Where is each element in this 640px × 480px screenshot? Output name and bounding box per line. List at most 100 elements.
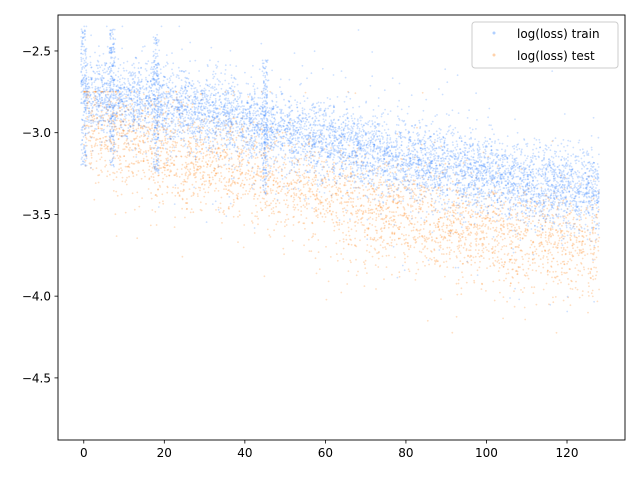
- data-point: [416, 229, 419, 232]
- data-point: [480, 254, 482, 257]
- data-point: [402, 195, 405, 198]
- data-point: [193, 192, 196, 195]
- data-point: [448, 230, 451, 233]
- data-point: [489, 265, 492, 268]
- data-point: [154, 210, 157, 213]
- data-point: [444, 237, 447, 240]
- data-point: [340, 253, 343, 255]
- data-point: [469, 244, 471, 247]
- data-point: [276, 177, 279, 180]
- data-point: [505, 277, 507, 280]
- data-point: [346, 189, 349, 192]
- data-point: [492, 205, 495, 208]
- data-point: [311, 154, 314, 157]
- data-point: [392, 141, 395, 144]
- data-point: [201, 148, 203, 151]
- data-point: [569, 239, 572, 242]
- data-point: [538, 242, 540, 245]
- data-point: [292, 129, 295, 132]
- data-point: [501, 142, 504, 145]
- data-point: [229, 130, 232, 133]
- data-point: [354, 244, 357, 247]
- data-point: [381, 125, 384, 127]
- data-point: [307, 184, 309, 186]
- data-point: [402, 206, 405, 208]
- data-point: [189, 172, 192, 175]
- data-point: [320, 180, 323, 183]
- data-point: [410, 229, 413, 232]
- data-point: [493, 252, 496, 255]
- data-point: [364, 267, 367, 270]
- data-point: [212, 169, 215, 172]
- data-point: [100, 152, 103, 155]
- data-point: [511, 145, 514, 148]
- data-point: [284, 193, 287, 195]
- data-point: [503, 233, 505, 236]
- data-point: [222, 211, 225, 214]
- data-point: [277, 192, 280, 195]
- data-point: [165, 54, 168, 56]
- data-point: [203, 183, 206, 186]
- data-point: [153, 115, 155, 117]
- data-point: [509, 229, 512, 232]
- data-point: [159, 140, 162, 142]
- data-point: [542, 263, 544, 265]
- data-point: [112, 171, 114, 174]
- data-point: [407, 242, 409, 245]
- data-point: [200, 166, 202, 169]
- data-point: [460, 212, 463, 214]
- data-point: [250, 170, 253, 173]
- data-point: [488, 204, 491, 207]
- data-point: [524, 318, 527, 321]
- data-point: [206, 174, 209, 176]
- data-point: [168, 165, 171, 167]
- data-point: [506, 224, 509, 227]
- data-point: [175, 144, 178, 147]
- data-point: [512, 277, 514, 279]
- data-point: [574, 286, 577, 289]
- data-point: [532, 241, 535, 244]
- data-point: [243, 183, 246, 186]
- data-point: [296, 163, 298, 166]
- data-point: [420, 206, 422, 209]
- data-point: [494, 249, 496, 252]
- data-point: [373, 247, 376, 250]
- data-point: [547, 204, 550, 206]
- data-point: [507, 252, 510, 255]
- data-point: [414, 216, 417, 219]
- data-point: [365, 170, 368, 173]
- data-point: [572, 242, 574, 245]
- data-point: [99, 102, 102, 104]
- data-point: [227, 184, 230, 187]
- data-point: [544, 220, 547, 223]
- data-point: [371, 193, 374, 196]
- data-point: [185, 208, 188, 211]
- data-point: [202, 155, 205, 158]
- data-point: [383, 217, 386, 220]
- data-point: [575, 225, 578, 228]
- data-point: [577, 274, 579, 276]
- data-point: [547, 239, 550, 241]
- data-point: [99, 137, 102, 140]
- data-point: [539, 223, 542, 226]
- data-point: [378, 184, 380, 187]
- data-point: [103, 124, 106, 127]
- data-point: [182, 140, 185, 142]
- data-point: [587, 267, 590, 270]
- data-point: [212, 156, 215, 159]
- data-point: [547, 258, 549, 261]
- data-point: [482, 223, 485, 225]
- data-point: [320, 178, 323, 181]
- data-point: [90, 162, 93, 164]
- data-point: [390, 216, 392, 219]
- data-point: [490, 222, 492, 225]
- data-point: [545, 240, 547, 242]
- data-point: [388, 244, 391, 247]
- data-point: [503, 263, 506, 266]
- data-point: [144, 150, 147, 152]
- data-point: [422, 159, 425, 162]
- data-point: [232, 171, 235, 173]
- data-point: [229, 183, 232, 186]
- data-point: [213, 155, 216, 157]
- data-point: [515, 246, 518, 248]
